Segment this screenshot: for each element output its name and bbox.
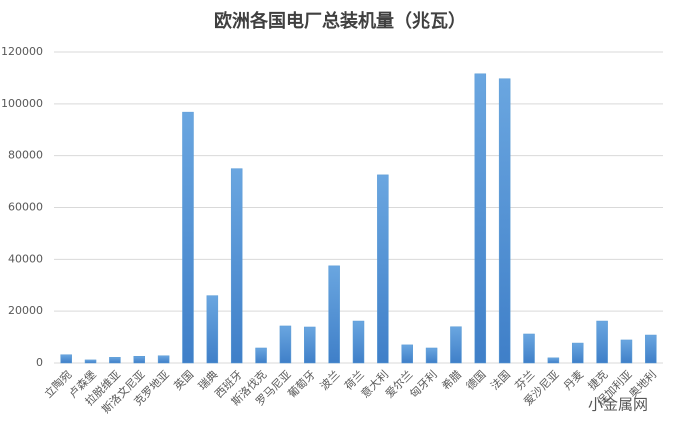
bar <box>352 320 365 364</box>
y-tick-label: 80000 <box>8 149 43 162</box>
y-tick-label: 20000 <box>8 304 43 317</box>
x-tick-label: 波兰 <box>318 368 343 393</box>
bar <box>279 325 292 364</box>
chart-title: 欧洲各国电厂总装机量（兆瓦） <box>214 10 466 32</box>
x-tick-label: 葡萄牙 <box>285 368 318 401</box>
bar <box>571 342 584 364</box>
bar <box>450 326 462 364</box>
x-tick-label: 德国 <box>463 367 488 392</box>
bar <box>182 111 194 364</box>
y-tick-label: 0 <box>36 356 43 369</box>
bar <box>498 78 511 364</box>
bar <box>645 334 657 364</box>
bar <box>328 265 340 364</box>
bar <box>230 168 243 364</box>
x-tick-label: 法国 <box>487 367 512 392</box>
bar <box>304 326 316 364</box>
x-tick-label: 希腊 <box>439 367 464 392</box>
y-tick-label: 100000 <box>1 97 43 110</box>
bar <box>60 354 72 364</box>
bar <box>401 344 413 364</box>
bar <box>84 359 97 364</box>
y-tick-label: 40000 <box>8 252 43 265</box>
bar <box>109 357 121 364</box>
bar <box>547 357 560 364</box>
bar <box>474 73 487 364</box>
watermark: 小金属网 <box>588 396 648 414</box>
x-tick-label: 丹麦 <box>561 368 586 393</box>
x-tick-label: 匈牙利 <box>407 367 440 400</box>
y-tick-label: 120000 <box>1 45 43 58</box>
bar <box>620 339 633 364</box>
bar <box>425 347 438 364</box>
bar <box>133 356 146 364</box>
bar <box>596 320 608 364</box>
bar <box>206 295 219 364</box>
y-tick-label: 60000 <box>8 201 43 214</box>
bar <box>523 333 535 364</box>
bar <box>255 347 267 364</box>
bar <box>377 174 389 364</box>
bar <box>157 355 170 364</box>
x-tick-label: 英国 <box>171 367 196 392</box>
